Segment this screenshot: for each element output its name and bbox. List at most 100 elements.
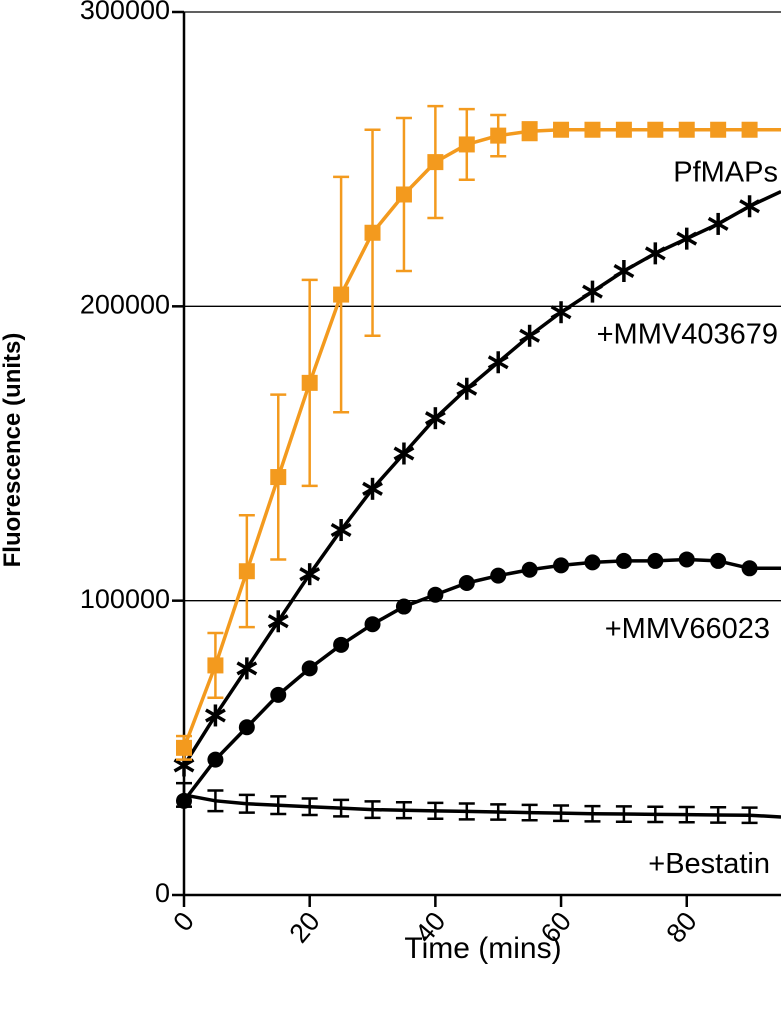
asterisk-stroke: [173, 758, 195, 773]
series-bestatin: [176, 781, 781, 825]
data-point: [647, 121, 664, 138]
data-point: [710, 121, 727, 138]
y-tick-label: 0: [155, 878, 170, 908]
asterisk-stroke: [487, 355, 509, 370]
y-axis-ticks: 0 100000 200000 300000: [80, 0, 184, 908]
data-point: [270, 469, 287, 486]
data-point: [741, 560, 758, 577]
data-point: [490, 127, 507, 144]
data-point: [710, 552, 727, 569]
series-mmv66023: [176, 551, 781, 809]
data-point: [490, 567, 507, 584]
asterisk-stroke: [299, 567, 321, 582]
series-label: +MMV66023: [605, 613, 770, 645]
x-axis-title: Time (mins): [404, 932, 562, 965]
series-pfmaps: [176, 104, 781, 761]
data-point: [613, 260, 635, 283]
series-mmv403679: [173, 189, 781, 777]
asterisk-stroke: [707, 216, 729, 231]
y-tick-label: 200000: [80, 289, 170, 319]
data-point: [647, 552, 664, 569]
data-point: [519, 324, 541, 347]
asterisk-stroke: [236, 661, 258, 676]
data-point: [584, 121, 601, 138]
data-point: [424, 407, 446, 430]
series-line: [183, 793, 781, 819]
data-point: [207, 657, 224, 674]
data-point: [176, 739, 192, 756]
data-point: [615, 552, 632, 569]
data-point: [456, 377, 478, 400]
data-point: [676, 227, 698, 250]
data-point: [553, 557, 570, 574]
data-point: [395, 598, 412, 615]
x-tick-label: 20: [283, 906, 325, 948]
data-point: [333, 636, 350, 653]
series-line: [182, 127, 781, 749]
data-point: [741, 121, 758, 138]
asterisk-stroke: [205, 708, 226, 723]
data-point: [364, 616, 381, 633]
data-point: [364, 224, 381, 241]
data-point: [707, 212, 729, 235]
y-tick-label: 100000: [80, 584, 170, 614]
asterisk-stroke: [393, 446, 415, 461]
asterisk-stroke: [456, 381, 478, 396]
asterisk-stroke: [613, 263, 635, 279]
series-layer: [173, 104, 781, 825]
data-point: [236, 657, 258, 680]
asterisk-stroke: [739, 199, 760, 214]
asterisk-stroke: [424, 411, 446, 426]
y-axis-title: Fluorescence (units): [0, 332, 26, 568]
asterisk-stroke: [582, 284, 603, 299]
data-point: [207, 751, 224, 768]
asterisk-stroke: [550, 305, 572, 320]
data-point: [238, 719, 255, 736]
data-point: [553, 121, 570, 138]
data-point: [678, 121, 695, 138]
series-label: PfMAPs: [673, 157, 778, 189]
data-point: [333, 286, 350, 303]
series-label: +MMV403679: [597, 318, 778, 350]
data-point: [678, 551, 695, 568]
data-point: [739, 195, 760, 218]
y-tick-label: 300000: [80, 0, 170, 25]
asterisk-stroke: [362, 481, 383, 496]
asterisk-stroke: [519, 328, 541, 343]
data-point: [521, 561, 538, 578]
data-point: [427, 154, 444, 171]
x-tick-label: 80: [660, 906, 702, 948]
data-point: [458, 136, 475, 153]
x-tick-label: 0: [167, 906, 200, 937]
data-point: [582, 280, 603, 303]
data-point: [176, 792, 192, 809]
data-point: [301, 374, 318, 391]
data-point: [330, 519, 352, 542]
data-point: [487, 351, 509, 374]
data-point: [267, 610, 289, 633]
data-point: [270, 686, 287, 703]
data-point: [458, 575, 475, 592]
grid-layer: [184, 11, 781, 602]
data-point: [238, 563, 255, 580]
series-line: [182, 557, 781, 802]
data-point: [644, 242, 666, 265]
asterisk-stroke: [676, 231, 698, 246]
data-point: [301, 660, 318, 677]
data-point: [427, 586, 444, 603]
series-labels: PfMAPs +MMV403679 +MMV66023 +Bestatin: [597, 157, 778, 881]
data-point: [362, 477, 383, 500]
data-point: [395, 186, 412, 203]
asterisk-stroke: [644, 246, 666, 261]
data-point: [205, 704, 226, 727]
data-point: [550, 301, 572, 324]
series-label: +Bestatin: [648, 848, 770, 880]
data-point: [299, 563, 321, 586]
data-point: [615, 121, 632, 138]
data-point: [521, 123, 538, 140]
asterisk-stroke: [330, 523, 352, 538]
asterisk-stroke: [267, 614, 289, 629]
data-point: [584, 554, 601, 571]
data-point: [393, 442, 415, 465]
